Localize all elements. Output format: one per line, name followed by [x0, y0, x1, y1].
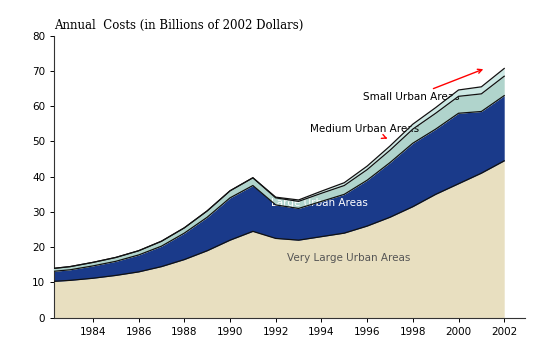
Text: Small Urban Areas: Small Urban Areas	[362, 69, 482, 102]
Text: Very Large Urban Areas: Very Large Urban Areas	[287, 253, 411, 263]
Text: Large Urban Areas: Large Urban Areas	[271, 198, 368, 208]
Text: Medium Urban Areas: Medium Urban Areas	[310, 124, 419, 139]
Text: Annual  Costs (in Billions of 2002 Dollars): Annual Costs (in Billions of 2002 Dollar…	[54, 19, 304, 32]
